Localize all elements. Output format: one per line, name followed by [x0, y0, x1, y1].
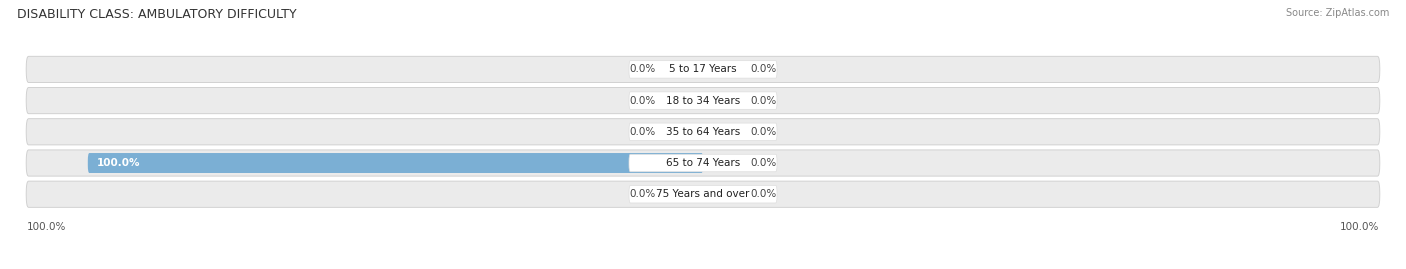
FancyBboxPatch shape [664, 62, 703, 77]
FancyBboxPatch shape [27, 56, 1379, 83]
Text: 35 to 64 Years: 35 to 64 Years [666, 127, 740, 137]
Text: 100.0%: 100.0% [1340, 222, 1379, 232]
FancyBboxPatch shape [628, 92, 778, 109]
Text: 0.0%: 0.0% [751, 127, 776, 137]
Text: 65 to 74 Years: 65 to 74 Years [666, 158, 740, 168]
FancyBboxPatch shape [628, 154, 778, 172]
Text: 100.0%: 100.0% [97, 158, 141, 168]
FancyBboxPatch shape [27, 181, 1379, 207]
FancyBboxPatch shape [703, 62, 742, 77]
FancyBboxPatch shape [628, 61, 778, 78]
Text: 0.0%: 0.0% [751, 158, 776, 168]
FancyBboxPatch shape [628, 123, 778, 140]
FancyBboxPatch shape [703, 124, 742, 139]
Text: 5 to 17 Years: 5 to 17 Years [669, 64, 737, 75]
FancyBboxPatch shape [664, 187, 703, 202]
Text: 0.0%: 0.0% [630, 127, 655, 137]
Text: 0.0%: 0.0% [630, 95, 655, 106]
Text: 100.0%: 100.0% [27, 222, 66, 232]
FancyBboxPatch shape [628, 186, 778, 203]
FancyBboxPatch shape [27, 87, 1379, 114]
Text: DISABILITY CLASS: AMBULATORY DIFFICULTY: DISABILITY CLASS: AMBULATORY DIFFICULTY [17, 8, 297, 21]
Text: Source: ZipAtlas.com: Source: ZipAtlas.com [1285, 8, 1389, 18]
FancyBboxPatch shape [664, 124, 703, 139]
FancyBboxPatch shape [664, 93, 703, 108]
FancyBboxPatch shape [703, 187, 742, 202]
Text: 0.0%: 0.0% [751, 64, 776, 75]
FancyBboxPatch shape [27, 150, 1379, 176]
Text: 0.0%: 0.0% [630, 64, 655, 75]
FancyBboxPatch shape [27, 119, 1379, 145]
Text: 0.0%: 0.0% [630, 189, 655, 199]
FancyBboxPatch shape [703, 155, 742, 171]
Text: 18 to 34 Years: 18 to 34 Years [666, 95, 740, 106]
Text: 0.0%: 0.0% [751, 189, 776, 199]
Text: 0.0%: 0.0% [751, 95, 776, 106]
FancyBboxPatch shape [87, 153, 703, 173]
FancyBboxPatch shape [703, 93, 742, 108]
Text: 75 Years and over: 75 Years and over [657, 189, 749, 199]
